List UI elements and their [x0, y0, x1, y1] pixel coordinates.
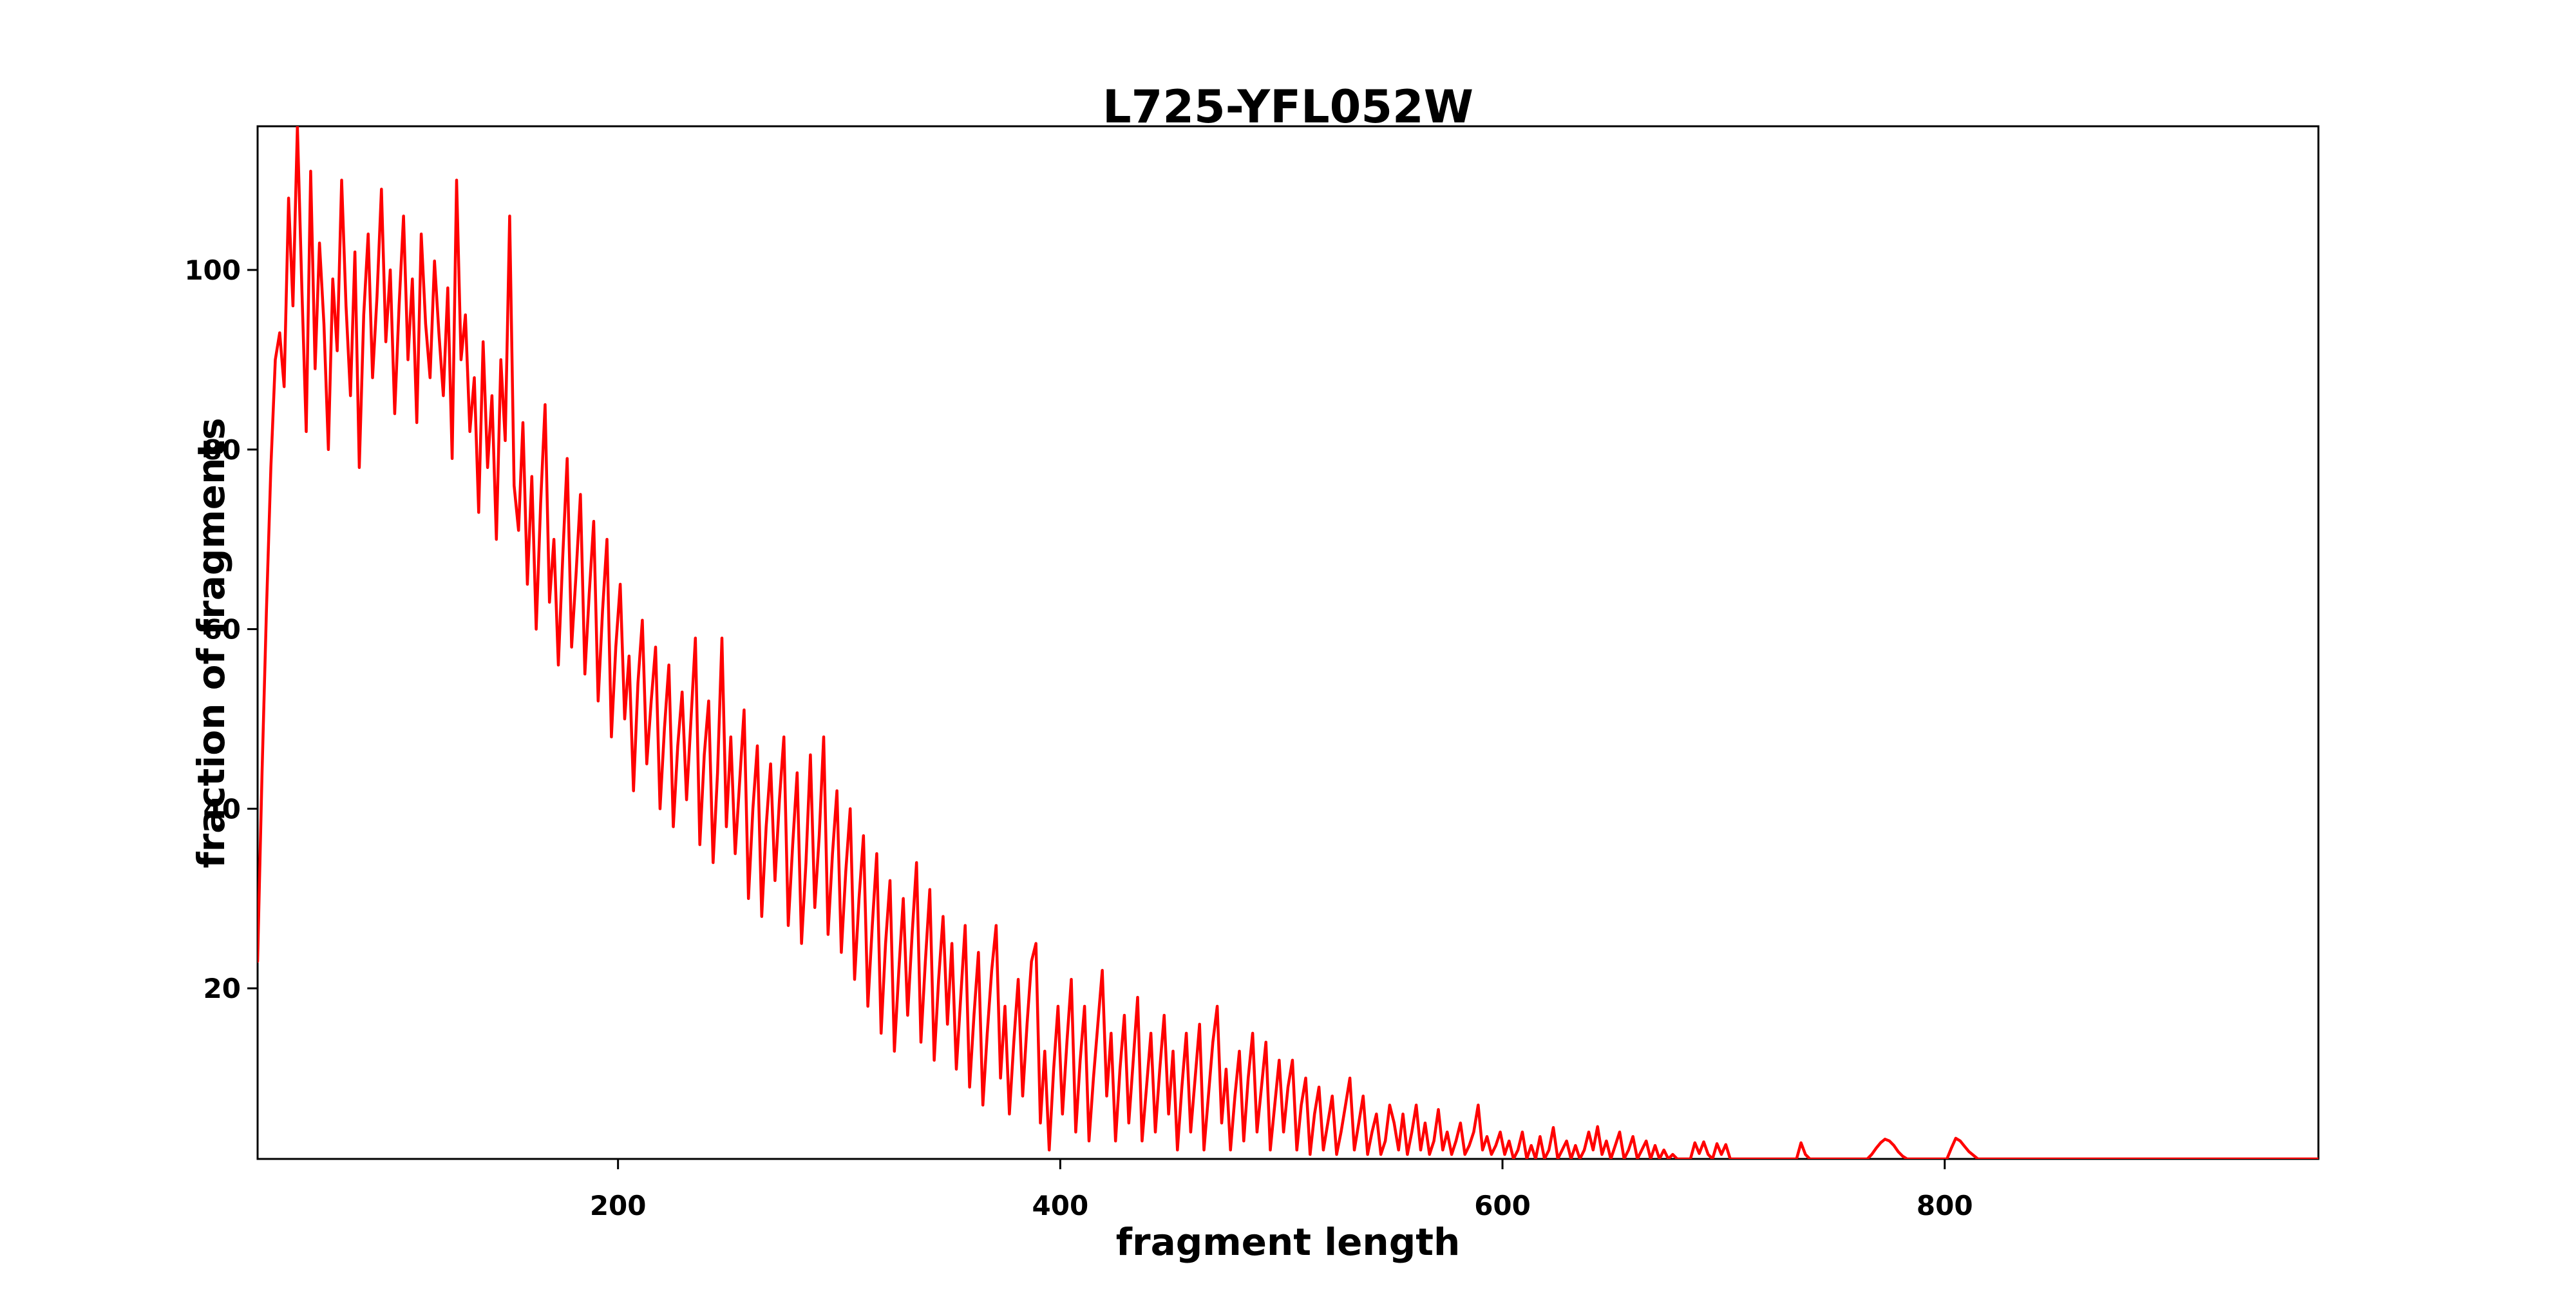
plot-border — [256, 125, 2320, 1160]
y-tick-label: 60 — [204, 614, 241, 646]
y-tick-label: 100 — [184, 254, 241, 286]
y-axis-label: fraction of fragments — [189, 417, 233, 868]
y-tick-label: 40 — [204, 793, 241, 825]
y-tick-label: 20 — [204, 973, 241, 1004]
series-line-L725-YFL052W — [258, 126, 2318, 1159]
x-tick-label: 400 — [1032, 1190, 1089, 1221]
x-tick-label: 600 — [1474, 1190, 1531, 1221]
x-tick-label: 800 — [1917, 1190, 1973, 1221]
x-tick-label: 200 — [590, 1190, 647, 1221]
chart-title: L725-YFL052W — [1103, 81, 1473, 133]
y-tick-label: 80 — [204, 434, 241, 466]
x-axis-label: fragment length — [1116, 1220, 1461, 1264]
